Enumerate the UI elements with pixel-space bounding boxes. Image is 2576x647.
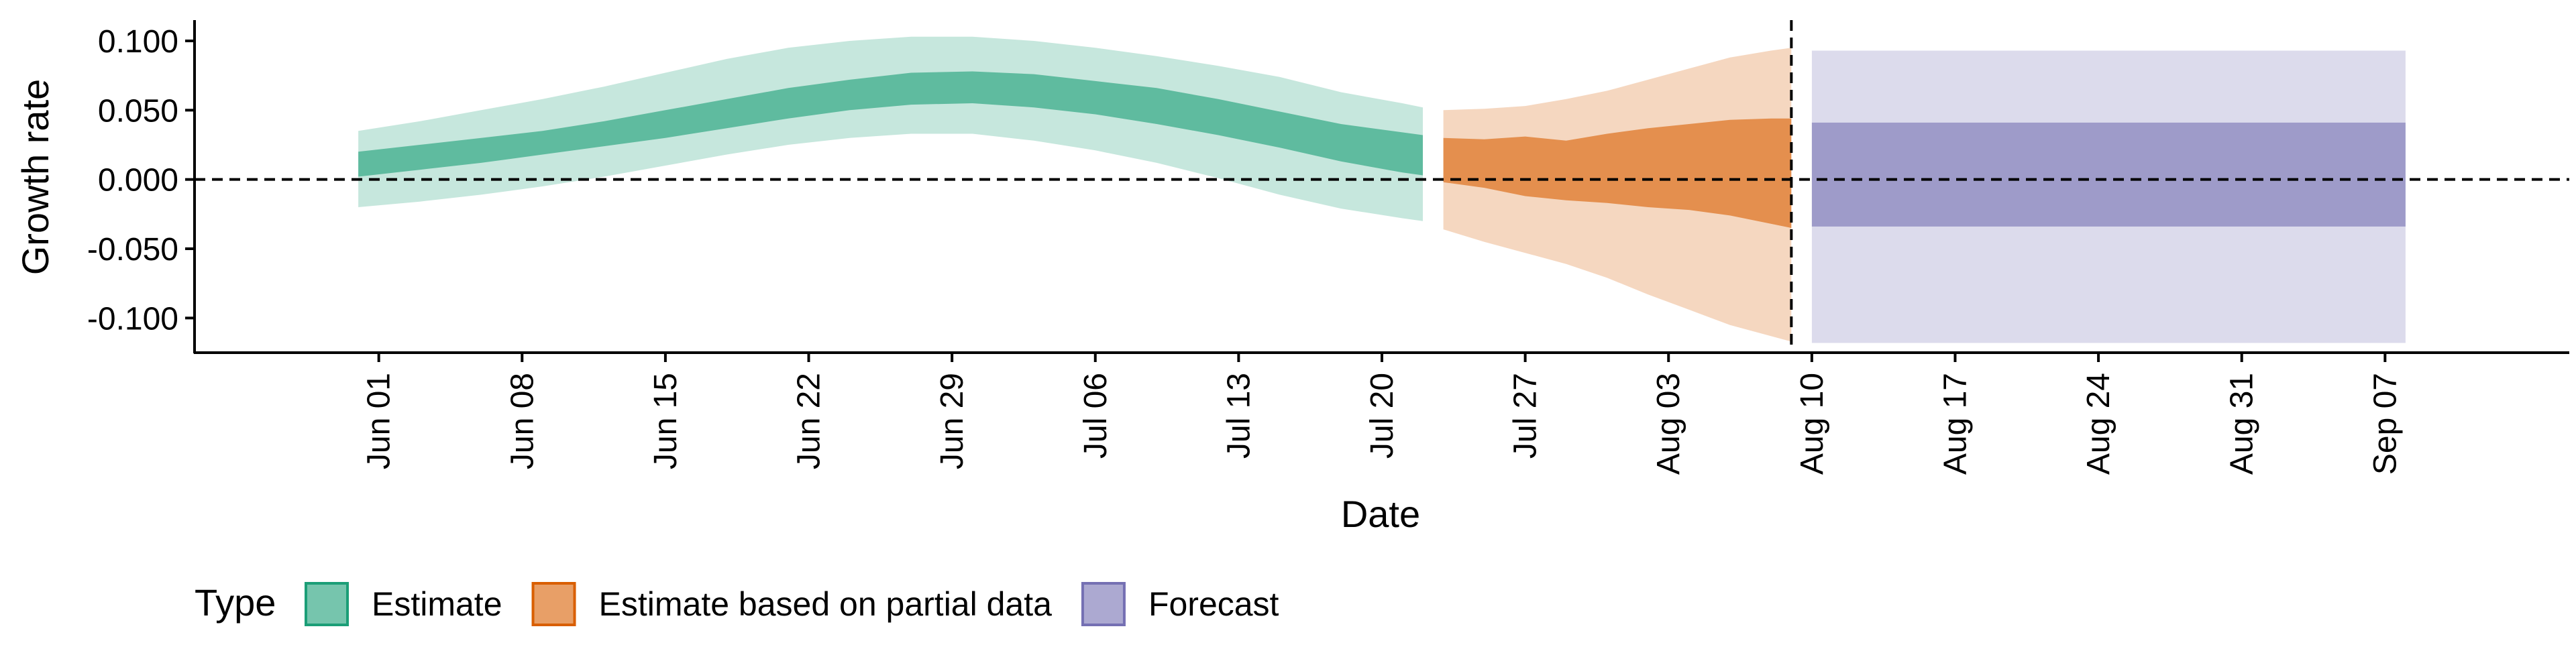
estimate-based-on-partial-data-inner-band [1443, 118, 1792, 228]
x-tick-label: Aug 31 [2224, 373, 2260, 475]
x-tick-label: Jul 06 [1078, 373, 1114, 459]
legend-swatch-estimate [305, 582, 349, 626]
ribbon-layer [358, 36, 2406, 343]
x-tick-label: Jul 20 [1364, 373, 1400, 459]
estimate-outer-band [358, 36, 1423, 221]
x-tick-label: Jun 22 [792, 373, 827, 469]
y-axis-title: Growth rate [14, 79, 56, 276]
legend-label-estimate-based-on-partial-data: Estimate based on partial data [599, 585, 1053, 623]
estimate-inner-band [358, 71, 1423, 177]
x-axis-title: Date [1341, 493, 1420, 535]
x-tick-label: Jul 13 [1221, 373, 1256, 459]
x-tick-label: Jun 01 [362, 373, 397, 469]
x-tick-label: Jun 15 [648, 373, 684, 469]
legend-title: Type [195, 581, 276, 624]
axes: 0.100 0.050 0.000 -0.050 -0.100 Jun 01 Jun 08 J… [87, 20, 2569, 475]
legend-swatch-forecast [1081, 582, 1126, 626]
x-tick-label: Jun 29 [934, 373, 970, 469]
x-tick-label: Aug 10 [1794, 373, 1830, 475]
x-tick-label: Jul 27 [1508, 373, 1544, 459]
x-tick-label: Jun 08 [504, 373, 540, 469]
x-tick-label: Aug 24 [2081, 373, 2116, 475]
x-tick-label: Aug 17 [1938, 373, 1974, 475]
y-tick-label: 0.050 [98, 93, 178, 129]
y-tick-label: 0.000 [98, 163, 178, 198]
reference-lines [195, 20, 2569, 353]
legend-label-forecast: Forecast [1148, 585, 1279, 623]
y-tick-label: -0.050 [87, 232, 178, 268]
legend: Type Estimate Estimate based on partial d… [195, 581, 1279, 626]
y-tick-label: 0.100 [98, 24, 178, 60]
legend-swatch-estimate-based-on-partial-data [531, 582, 576, 626]
forecast-inner-band [1811, 122, 2406, 227]
x-tick-label: Sep 07 [2367, 373, 2403, 475]
x-tick-label: Aug 03 [1651, 373, 1686, 475]
y-tick-label: -0.100 [87, 301, 178, 337]
legend-label-estimate: Estimate [372, 585, 502, 623]
